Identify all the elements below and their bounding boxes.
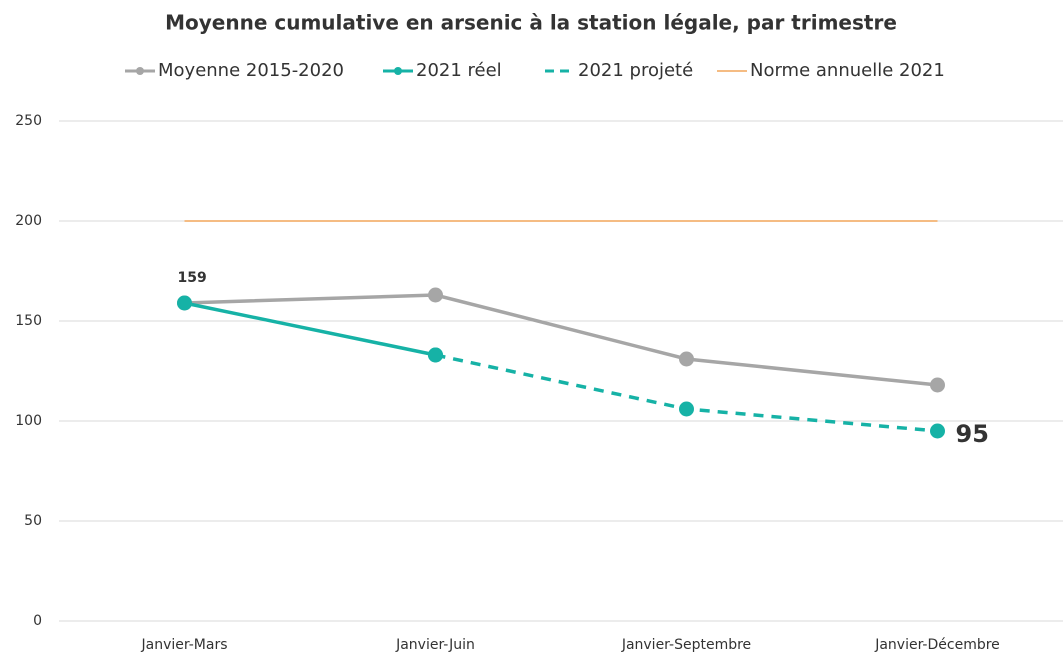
x-tick-label: Janvier-Septembre: [621, 637, 751, 653]
legend-marker: [394, 67, 402, 75]
legend-label: 2021 réel: [416, 60, 502, 81]
x-tick-label: Janvier-Juin: [395, 637, 475, 653]
series-marker: [428, 287, 443, 303]
y-tick-label: 200: [15, 213, 42, 229]
series-marker: [679, 351, 694, 367]
series-line: [184, 293, 938, 387]
legend-label: Norme annuelle 2021: [750, 60, 945, 81]
legend-label: 2021 projeté: [578, 60, 693, 81]
series-marker: [428, 347, 443, 363]
data-label: 95: [956, 420, 989, 448]
data-label: 159: [178, 270, 207, 286]
series-marker: [679, 401, 694, 417]
chart-title: Moyenne cumulative en arsenic à la stati…: [165, 11, 897, 35]
y-tick-label: 0: [33, 613, 42, 629]
series-marker: [177, 295, 192, 311]
y-tick-label: 150: [15, 313, 42, 329]
y-tick-label: 100: [15, 413, 42, 429]
series-marker: [930, 377, 945, 393]
y-tick-label: 250: [15, 113, 42, 129]
x-tick-label: Janvier-Décembre: [874, 637, 1000, 653]
x-tick-label: Janvier-Mars: [141, 637, 228, 653]
y-tick-label: 50: [24, 513, 42, 529]
legend-marker: [136, 67, 144, 75]
series-marker: [930, 423, 945, 439]
series-line: [184, 301, 436, 357]
legend-label: Moyenne 2015-2020: [158, 60, 344, 81]
